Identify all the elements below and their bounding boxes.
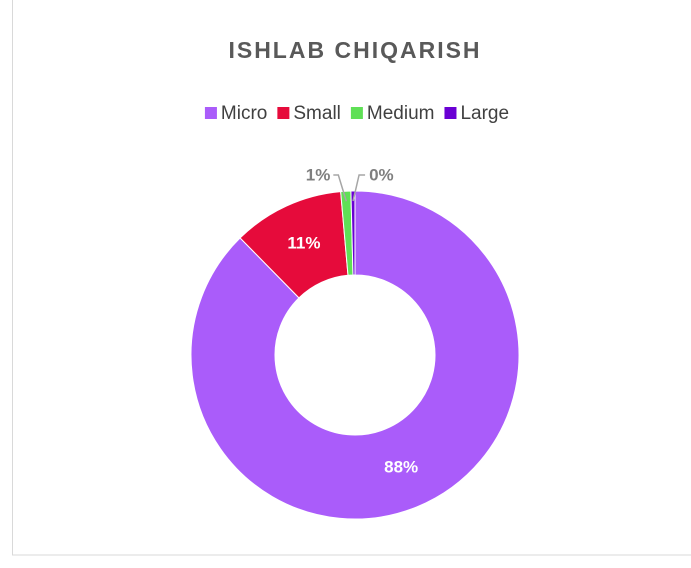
leader-line [333,174,348,202]
legend-swatch [444,107,457,119]
legend-swatch [204,107,217,119]
data-label: 1% [306,165,331,184]
legend-label: Medium [367,103,435,124]
donut-slice [350,190,356,276]
legend-label: Large [460,103,509,124]
data-label: 88% [384,457,418,476]
legend-label: Small [293,103,341,124]
chart-title: ISHLAB CHIQARISH [228,37,481,63]
donut-slice [190,190,520,520]
data-label: 0% [369,165,394,184]
legend-swatch [277,107,290,119]
data-label: 11% [287,234,320,253]
legend-label: Micro [221,103,267,124]
leader-line [352,174,366,202]
legend-swatch [350,107,363,119]
